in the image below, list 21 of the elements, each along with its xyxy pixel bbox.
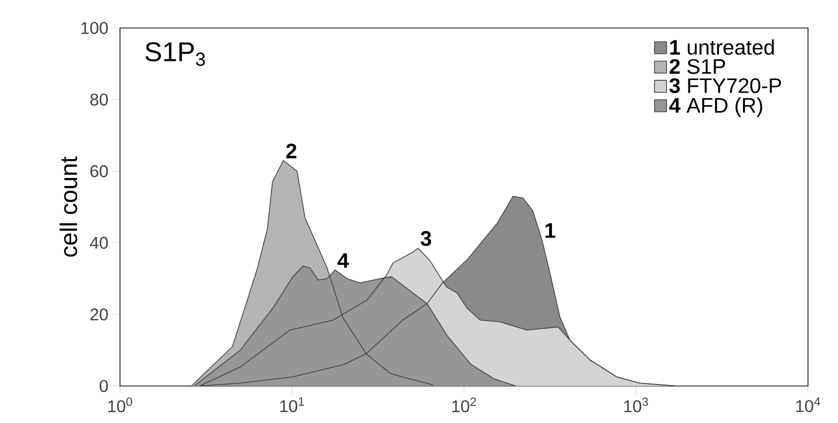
y-axis-title: cell count bbox=[60, 156, 78, 257]
y-tick-label: 80 bbox=[90, 94, 108, 106]
annotation: 1 bbox=[545, 223, 556, 238]
y-tick-label: 100 bbox=[81, 22, 108, 34]
chart-title: S1P$_{3}$ bbox=[145, 42, 205, 66]
legend-label: 2 S1P bbox=[670, 59, 726, 74]
legend-label: 4 AFD (R) bbox=[669, 97, 762, 117]
y-tick-label: 60 bbox=[90, 165, 108, 178]
annotation: 2 bbox=[286, 144, 296, 158]
annotation: 4 bbox=[338, 253, 349, 268]
annotation: 3 bbox=[420, 231, 432, 246]
legend-label: 3 FTY720-P bbox=[669, 78, 782, 94]
y-tick-label: 40 bbox=[90, 236, 108, 249]
x-tick-label: 10$^{2}$ bbox=[452, 398, 476, 412]
y-tick-label: 0 bbox=[100, 380, 108, 392]
x-tick-label: 10$^{3}$ bbox=[624, 398, 648, 412]
legend-label: 1 untreated bbox=[670, 39, 774, 55]
x-tick-label: 10$^{0}$ bbox=[108, 398, 132, 412]
x-tick-label: 10$^{4}$ bbox=[796, 398, 820, 412]
y-tick-label: 20 bbox=[90, 308, 108, 320]
x-tick-label: 10$^{1}$ bbox=[280, 398, 304, 412]
